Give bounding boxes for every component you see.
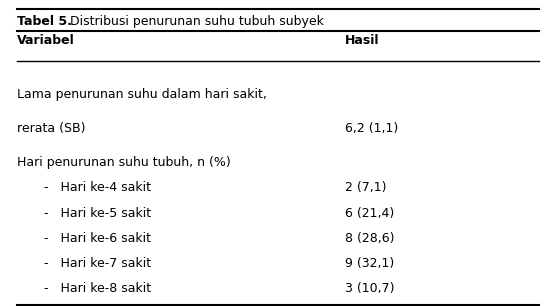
Text: -   Hari ke-6 sakit: - Hari ke-6 sakit [44, 232, 151, 244]
Text: Lama penurunan suhu dalam hari sakit,: Lama penurunan suhu dalam hari sakit, [17, 88, 266, 101]
Text: Tabel 5.: Tabel 5. [17, 15, 72, 28]
Text: -   Hari ke-7 sakit: - Hari ke-7 sakit [44, 257, 152, 270]
Text: rerata (SB): rerata (SB) [17, 122, 85, 135]
Text: -   Hari ke-5 sakit: - Hari ke-5 sakit [44, 207, 152, 219]
Text: 2 (7,1): 2 (7,1) [345, 181, 386, 194]
Text: 8 (28,6): 8 (28,6) [345, 232, 394, 244]
Text: Distribusi penurunan suhu tubuh subyek: Distribusi penurunan suhu tubuh subyek [66, 15, 324, 28]
Text: Hasil: Hasil [345, 34, 379, 47]
Text: 3 (10,7): 3 (10,7) [345, 282, 394, 295]
Text: Variabel: Variabel [17, 34, 75, 47]
Text: 6,2 (1,1): 6,2 (1,1) [345, 122, 398, 135]
Text: -   Hari ke-4 sakit: - Hari ke-4 sakit [44, 181, 151, 194]
Text: 6 (21,4): 6 (21,4) [345, 207, 394, 219]
Text: -   Hari ke-8 sakit: - Hari ke-8 sakit [44, 282, 152, 295]
Text: Hari penurunan suhu tubuh, n (%): Hari penurunan suhu tubuh, n (%) [17, 156, 230, 169]
Text: 9 (32,1): 9 (32,1) [345, 257, 394, 270]
